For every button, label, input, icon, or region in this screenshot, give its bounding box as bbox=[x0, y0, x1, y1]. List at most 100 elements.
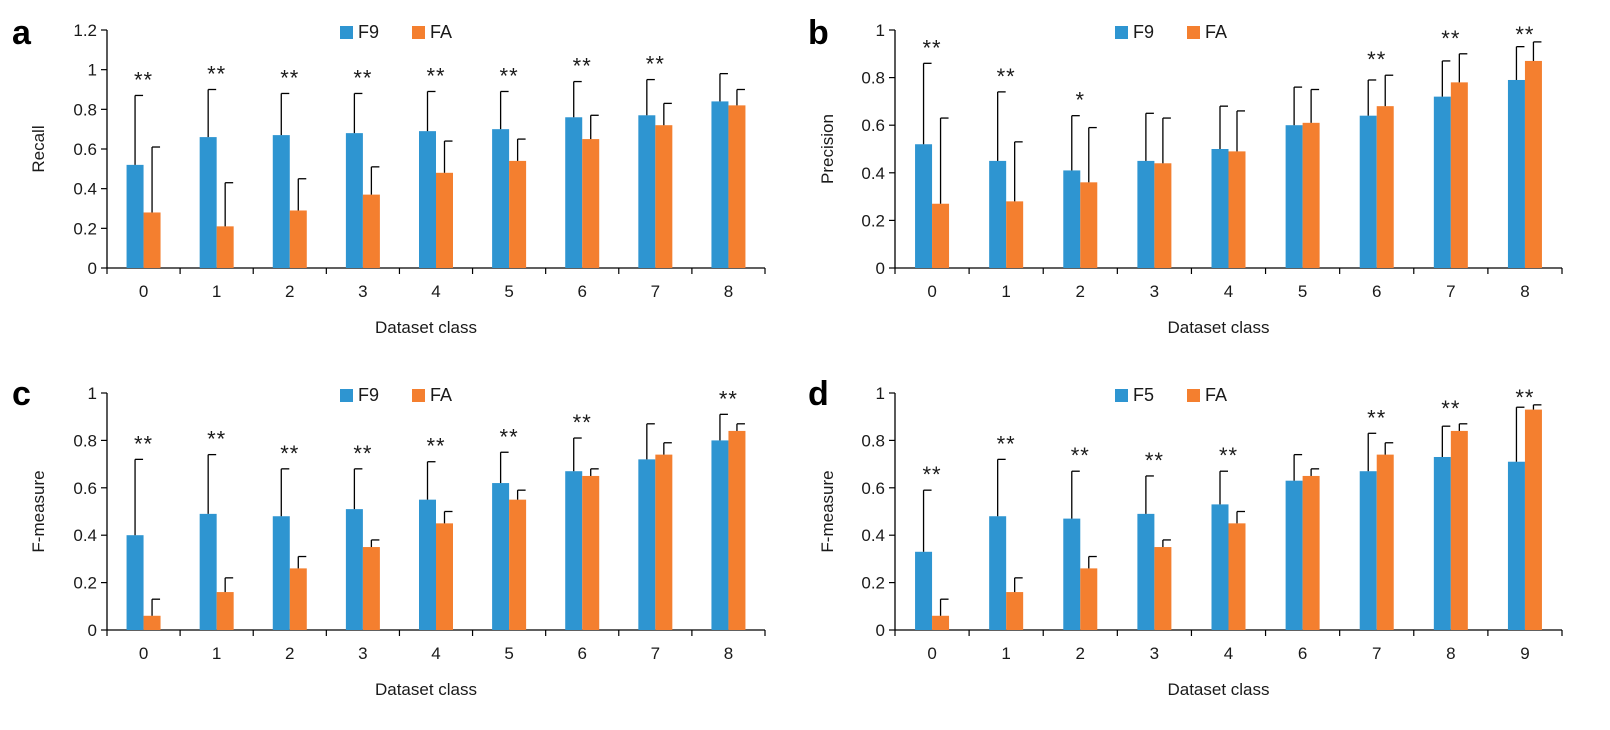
bar-fa-class-6 bbox=[1302, 475, 1320, 630]
x-tick-label: 1 bbox=[212, 644, 221, 663]
bar-f5-class-8 bbox=[1433, 456, 1451, 630]
y-tick-label: 1.2 bbox=[73, 21, 97, 40]
bar-fa-class-6 bbox=[1376, 106, 1394, 268]
bar-f9-class-8 bbox=[711, 440, 729, 630]
bar-fa-class-7 bbox=[1450, 82, 1468, 268]
bar-fa-class-8 bbox=[1524, 60, 1542, 268]
significance-marker: ** bbox=[719, 386, 738, 411]
panel-letter: d bbox=[808, 375, 829, 413]
bar-fa-class-2 bbox=[289, 210, 307, 268]
x-tick-label: 3 bbox=[1150, 644, 1159, 663]
bar-fa-class-1 bbox=[216, 592, 234, 630]
bar-fa-class-2 bbox=[289, 568, 307, 630]
significance-marker: ** bbox=[1071, 443, 1090, 468]
x-tick-label: 3 bbox=[358, 282, 367, 301]
significance-marker: ** bbox=[1367, 47, 1386, 72]
bar-f9-class-4 bbox=[1211, 149, 1229, 268]
bar-fa-class-5 bbox=[509, 160, 527, 268]
bar-f9-class-3 bbox=[345, 133, 363, 268]
y-tick-label: 1 bbox=[88, 61, 97, 80]
bar-fa-class-1 bbox=[1006, 592, 1024, 630]
legend-label-fa: FA bbox=[1205, 22, 1227, 42]
x-tick-label: 7 bbox=[1446, 282, 1455, 301]
legend-label-f9: F9 bbox=[358, 22, 379, 42]
bar-fa-class-9 bbox=[1524, 409, 1542, 630]
bar-fa-class-0 bbox=[143, 212, 161, 268]
y-axis-title: Precision bbox=[818, 114, 837, 184]
significance-marker: ** bbox=[573, 54, 592, 79]
legend-label-f9: F9 bbox=[358, 385, 379, 405]
bar-f9-class-7 bbox=[638, 115, 656, 269]
x-tick-label: 4 bbox=[431, 644, 440, 663]
legend-swatch-f9 bbox=[340, 26, 353, 39]
x-tick-label: 4 bbox=[431, 282, 440, 301]
panel-letter: a bbox=[12, 14, 32, 52]
bar-fa-class-6 bbox=[582, 475, 600, 630]
legend-label-f9: F9 bbox=[1133, 22, 1154, 42]
bar-fa-class-7 bbox=[655, 125, 673, 268]
y-tick-label: 1 bbox=[88, 384, 97, 403]
x-tick-label: 2 bbox=[285, 282, 294, 301]
significance-marker: ** bbox=[573, 410, 592, 435]
x-tick-label: 6 bbox=[577, 644, 586, 663]
bar-f9-class-3 bbox=[1137, 160, 1155, 268]
bar-f5-class-3 bbox=[1137, 513, 1155, 630]
y-tick-label: 0.2 bbox=[861, 211, 885, 230]
x-tick-label: 7 bbox=[651, 282, 660, 301]
x-tick-label: 7 bbox=[1372, 644, 1381, 663]
significance-marker: ** bbox=[922, 35, 941, 60]
chart-panel-a: a 0 0.2 0.4 0.6 0.8 1 1.2 Recall ** 0 ** 1 ** 2 ** 3 ** 4 *… bbox=[12, 14, 766, 337]
bar-fa-class-2 bbox=[1080, 568, 1098, 630]
significance-marker: ** bbox=[1219, 443, 1238, 468]
significance-marker: ** bbox=[922, 462, 941, 487]
significance-marker: ** bbox=[646, 52, 665, 77]
bar-f9-class-8 bbox=[711, 101, 729, 269]
significance-marker: ** bbox=[426, 434, 445, 459]
y-tick-label: 0.6 bbox=[861, 116, 885, 135]
significance-marker: ** bbox=[1515, 385, 1534, 410]
bar-fa-class-4 bbox=[436, 523, 453, 630]
bar-f9-class-1 bbox=[989, 160, 1007, 268]
bar-f9-class-2 bbox=[272, 516, 290, 630]
bar-f9-class-2 bbox=[1063, 170, 1081, 268]
significance-marker: ** bbox=[134, 67, 153, 92]
bar-f9-class-6 bbox=[565, 471, 583, 630]
y-tick-label: 0 bbox=[88, 259, 97, 278]
bar-fa-class-8 bbox=[1450, 430, 1468, 630]
y-tick-label: 0.6 bbox=[73, 140, 97, 159]
legend: F9 FA bbox=[1115, 22, 1227, 42]
y-tick-label: 0.2 bbox=[73, 219, 97, 238]
x-tick-label: 1 bbox=[212, 282, 221, 301]
significance-marker: ** bbox=[997, 64, 1016, 89]
legend-label-fa: FA bbox=[430, 22, 452, 42]
y-axis-title: F-measure bbox=[818, 470, 837, 552]
y-tick-label: 0.2 bbox=[861, 574, 885, 593]
bar-fa-class-8 bbox=[728, 105, 746, 268]
legend-swatch-fa bbox=[1187, 26, 1200, 39]
bar-fa-class-3 bbox=[362, 194, 380, 268]
bar-f9-class-0 bbox=[126, 535, 144, 630]
bar-fa-class-3 bbox=[362, 547, 380, 630]
x-tick-label: 8 bbox=[1446, 644, 1455, 663]
legend-label-f5: F5 bbox=[1133, 385, 1154, 405]
bar-f9-class-6 bbox=[1359, 115, 1377, 269]
y-tick-label: 0.2 bbox=[73, 574, 97, 593]
bar-f9-class-5 bbox=[492, 483, 510, 630]
bar-fa-class-0 bbox=[932, 203, 950, 268]
legend-swatch-fa bbox=[1187, 389, 1200, 402]
significance-marker: ** bbox=[280, 65, 299, 90]
bar-f9-class-5 bbox=[492, 129, 510, 268]
bar-f9-class-1 bbox=[199, 513, 217, 630]
bar-f5-class-6 bbox=[1285, 480, 1303, 630]
bar-f5-class-2 bbox=[1063, 518, 1081, 630]
bar-fa-class-7 bbox=[1376, 454, 1394, 630]
bar-fa-class-4 bbox=[1228, 523, 1246, 630]
x-tick-label: 1 bbox=[1001, 644, 1010, 663]
legend-label-fa: FA bbox=[430, 385, 452, 405]
x-tick-label: 5 bbox=[1298, 282, 1307, 301]
legend-swatch-fa bbox=[412, 389, 425, 402]
significance-marker: ** bbox=[1515, 22, 1534, 47]
y-tick-label: 0.6 bbox=[73, 479, 97, 498]
